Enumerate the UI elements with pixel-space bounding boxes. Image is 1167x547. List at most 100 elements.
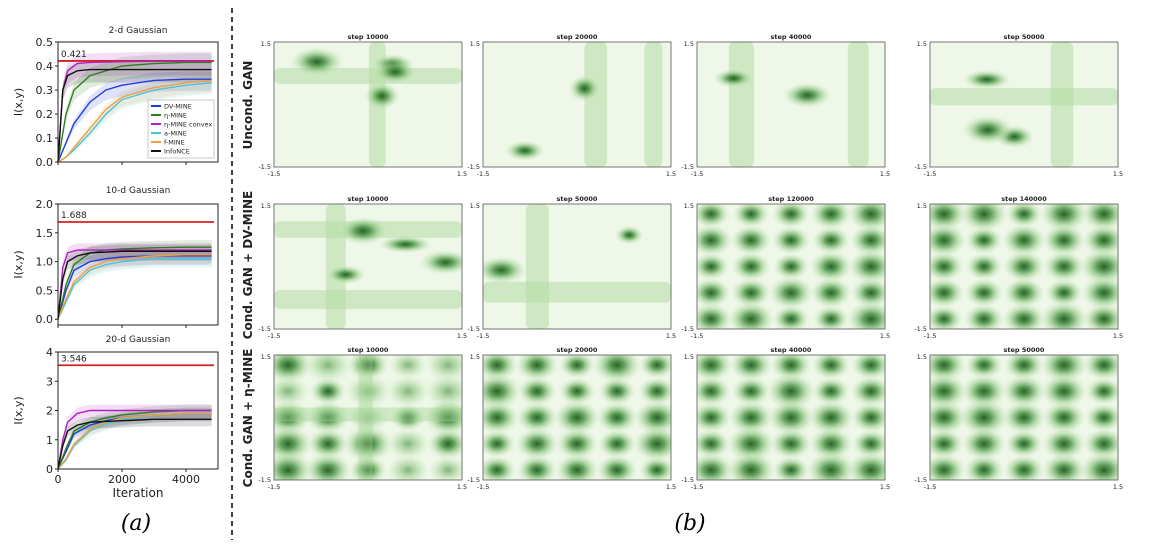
density-mode [726, 425, 776, 463]
density-mode [515, 355, 559, 382]
density-mode [1084, 403, 1118, 432]
density-mode [555, 453, 599, 480]
y-tick-label: 0.1 [36, 132, 54, 145]
density-mode [729, 355, 773, 382]
density-mode [810, 204, 852, 230]
density-xmax-label: 1.5 [880, 483, 890, 491]
density-xmin-label: -1.5 [268, 483, 281, 491]
density-xmin-label: -1.5 [924, 483, 937, 491]
density-frame [273, 41, 463, 168]
density-ymax-label: 1.5 [917, 353, 927, 361]
density-mode [697, 277, 732, 308]
density-mode [304, 452, 352, 480]
y-tick-label: 0.2 [36, 108, 54, 121]
density-plot: step 120000 1.5 -1.5-1.5 1.5 [681, 195, 890, 340]
density-mode [766, 372, 816, 410]
series-line [57, 409, 212, 470]
y-tick-label: 4 [46, 346, 53, 359]
density-ymin-label: -1.5 [914, 476, 927, 484]
density-plot-title: step 20000 [557, 346, 598, 354]
density-frame [929, 354, 1119, 481]
plot-frame [57, 41, 219, 163]
density-mode [344, 373, 392, 409]
density-xmax-label: 1.5 [880, 170, 890, 178]
row-label: Cond. GAN + DV-MINE [241, 191, 255, 340]
density-mode [964, 278, 1004, 308]
density-mode [1082, 224, 1118, 257]
density-mode [965, 226, 1003, 255]
density-ymax-label: 1.5 [684, 353, 694, 361]
density-mode [930, 223, 967, 258]
density-mode [553, 399, 601, 436]
density-mode [726, 451, 776, 480]
series-line [57, 255, 212, 320]
series-line [57, 254, 212, 320]
density-mode [483, 429, 516, 458]
density-plot-title: step 10000 [348, 346, 389, 354]
density-mode [428, 455, 462, 480]
density-mode [771, 225, 811, 255]
density-plot-title: step 50000 [1004, 33, 1045, 41]
density-mode [960, 373, 1008, 409]
density-xmin-label: -1.5 [477, 483, 490, 491]
density-mode [697, 376, 732, 407]
density-mode [959, 204, 1009, 233]
density-mode [811, 355, 851, 380]
density-mode [389, 403, 427, 432]
density-plot-title: step 20000 [557, 33, 598, 41]
y-axis-label: I(x,y) [12, 88, 25, 116]
density-mode [697, 252, 730, 281]
density-mode [1002, 250, 1046, 283]
density-plot: step 10000 1.5 -1.5-1.5 1.5 [258, 346, 467, 491]
density-mode [806, 451, 856, 480]
density-xmax-label: 1.5 [666, 170, 676, 178]
density-mode [483, 455, 517, 480]
density-mode [1042, 250, 1086, 283]
series-line [57, 78, 212, 163]
y-tick-label: 0.0 [36, 313, 54, 326]
density-plot: step 50000 1.5 -1.5-1.5 1.5 [914, 346, 1123, 491]
density-xmax-label: 1.5 [457, 332, 467, 340]
chart-title: 2-d Gaussian [109, 26, 168, 36]
density-mode [1042, 427, 1086, 461]
density-ymax-label: 1.5 [917, 40, 927, 48]
density-mode [1001, 223, 1047, 257]
density-plot-title: step 40000 [771, 33, 812, 41]
legend-entry: InfoNCE [164, 148, 190, 156]
density-mode [427, 428, 462, 460]
density-ymin-label: -1.5 [681, 476, 694, 484]
density-ymax-label: 1.5 [261, 353, 271, 361]
y-axis-label: I(x,y) [12, 396, 25, 424]
density-band [584, 42, 608, 167]
density-mode [697, 452, 735, 480]
density-mode [697, 429, 731, 459]
density-mode [274, 451, 314, 480]
density-plot-title: step 140000 [1001, 195, 1047, 203]
density-frame [929, 203, 1119, 330]
density-mode [850, 277, 885, 309]
density-mode [347, 402, 389, 433]
density-mode [364, 82, 401, 110]
true-mi-label: 1.688 [61, 211, 87, 221]
density-mode [1001, 374, 1047, 408]
density-plot: step 20000 1.5 -1.5-1.5 1.5 [467, 346, 676, 491]
density-mode [851, 355, 885, 380]
density-xmax-label: 1.5 [880, 332, 890, 340]
plot-frame [57, 203, 219, 326]
density-ymin-label: -1.5 [258, 325, 271, 333]
density-mode [812, 226, 850, 255]
series-band [58, 249, 212, 320]
density-mode [727, 301, 775, 329]
density-mode [1082, 303, 1118, 329]
density-mode [768, 275, 814, 310]
density-ymin-label: -1.5 [258, 476, 271, 484]
density-band [728, 42, 755, 167]
legend-entry: f-MINE [164, 139, 185, 147]
series-band [58, 72, 212, 162]
density-plot: step 40000 1.5 -1.5-1.5 1.5 [681, 33, 890, 178]
density-band [274, 407, 462, 422]
density-mode [959, 398, 1009, 437]
density-mode [1005, 204, 1043, 228]
density-mode [963, 303, 1005, 329]
